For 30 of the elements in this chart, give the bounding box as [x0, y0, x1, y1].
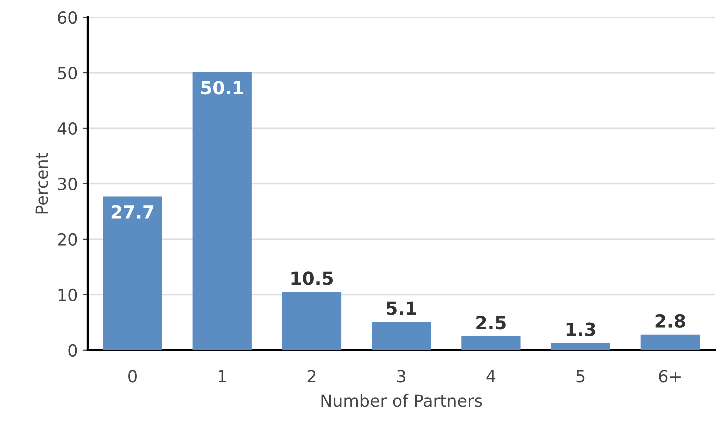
bar — [282, 292, 342, 350]
data-label: 10.5 — [292, 272, 333, 286]
y-tick-label: 20 — [58, 233, 78, 246]
y-axis-title: Percent — [36, 153, 48, 214]
data-label: 27.7 — [112, 205, 154, 219]
data-label: 2.8 — [656, 314, 686, 328]
y-tick-label: 50 — [58, 66, 78, 80]
y-tick-label: 30 — [58, 178, 78, 191]
bar — [192, 72, 252, 350]
x-tick-label: 1 — [218, 370, 226, 383]
bar — [103, 196, 162, 350]
data-label: 5.1 — [387, 302, 416, 316]
bar — [551, 343, 610, 350]
y-tick-label: 10 — [58, 288, 78, 302]
bar — [640, 334, 700, 350]
x-axis-title: Number of Partners — [322, 394, 482, 408]
x-tick-label: 3 — [398, 370, 406, 383]
x-tick-label: 2 — [308, 370, 316, 383]
y-tick-label: 60 — [58, 11, 78, 24]
x-tick-label: 5 — [576, 370, 585, 383]
y-tick-label: 40 — [58, 122, 78, 136]
x-tick-label: 4 — [486, 370, 496, 383]
data-label: 2.5 — [476, 316, 506, 330]
data-label: 1.3 — [566, 322, 596, 336]
x-tick-label: 6+ — [659, 370, 681, 383]
data-label: 50.1 — [201, 81, 244, 95]
x-tick-label: 0 — [128, 370, 137, 383]
bar — [372, 322, 432, 350]
bar — [462, 336, 521, 350]
y-tick-label: 0 — [68, 344, 78, 357]
